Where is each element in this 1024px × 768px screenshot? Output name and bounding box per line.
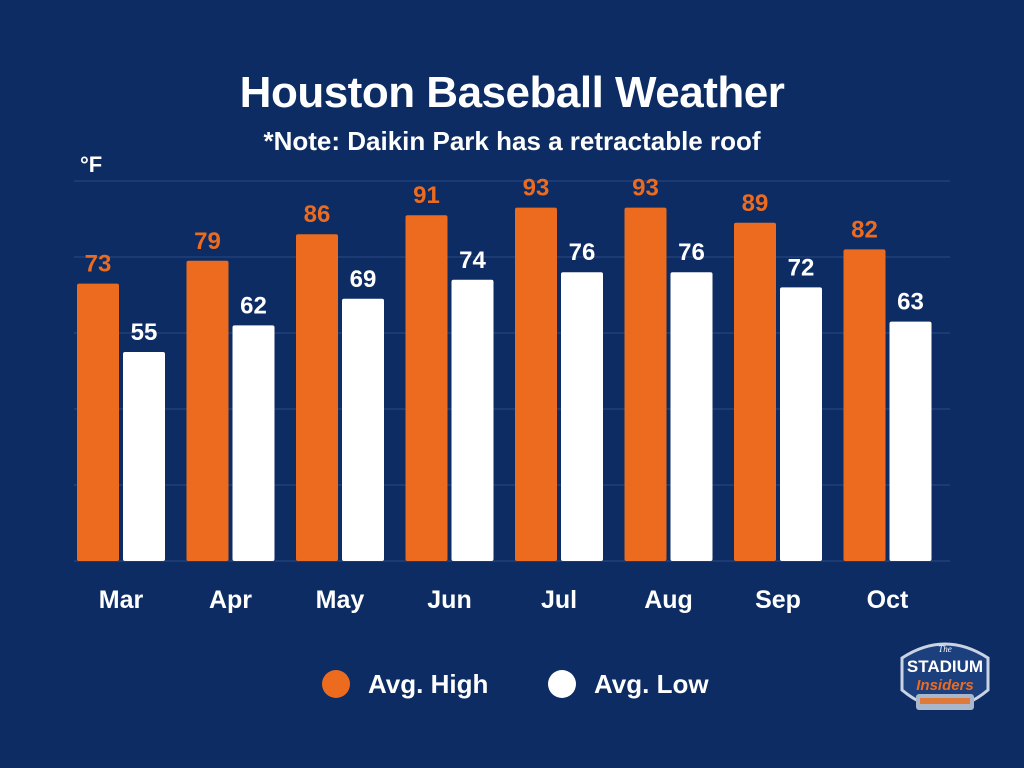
bar-low-jun bbox=[451, 279, 494, 561]
data-label-low-mar: 55 bbox=[131, 319, 158, 346]
data-label-high-may: 86 bbox=[304, 201, 331, 228]
data-label-low-oct: 63 bbox=[897, 289, 924, 316]
bar-high-apr bbox=[186, 260, 229, 561]
data-label-high-mar: 73 bbox=[85, 251, 112, 278]
data-label-high-sep: 89 bbox=[742, 190, 769, 217]
bar-low-sep bbox=[780, 287, 822, 561]
x-tick-label-sep: Sep bbox=[755, 586, 801, 614]
bar-high-jun bbox=[405, 215, 448, 561]
data-label-high-jul: 93 bbox=[523, 175, 550, 202]
legend-item-high: Avg. High bbox=[322, 666, 488, 702]
data-label-low-may: 69 bbox=[350, 266, 377, 293]
logo-text-top: The bbox=[938, 644, 952, 654]
chart-title: Houston Baseball Weather bbox=[239, 68, 785, 117]
stadium-insiders-logo: The STADIUM Insiders bbox=[900, 642, 990, 710]
bar-high-mar bbox=[77, 283, 119, 561]
bar-high-sep bbox=[734, 222, 776, 562]
legend-label-high: Avg. High bbox=[368, 668, 489, 699]
legend-swatch-low bbox=[548, 670, 576, 698]
data-label-high-oct: 82 bbox=[851, 216, 878, 243]
x-tick-label-aug: Aug bbox=[644, 586, 693, 614]
legend-label-low: Avg. Low bbox=[594, 668, 709, 699]
bar-high-jul bbox=[515, 207, 557, 561]
x-tick-label-mar: Mar bbox=[99, 586, 144, 614]
bar-low-oct bbox=[889, 321, 932, 561]
x-tick-label-apr: Apr bbox=[209, 586, 252, 614]
y-axis-unit-label: °F bbox=[80, 152, 103, 177]
x-tick-label-may: May bbox=[316, 586, 365, 614]
bar-high-aug bbox=[624, 207, 667, 561]
legend-swatch-high bbox=[322, 670, 350, 698]
bar-low-aug bbox=[670, 272, 713, 561]
data-label-low-apr: 62 bbox=[240, 292, 267, 319]
data-label-low-jul: 76 bbox=[569, 239, 596, 266]
data-label-low-sep: 72 bbox=[788, 254, 815, 281]
data-label-high-aug: 93 bbox=[632, 175, 659, 202]
x-tick-label-jun: Jun bbox=[427, 586, 471, 614]
logo-text-main: STADIUM bbox=[907, 657, 983, 676]
data-label-low-jun: 74 bbox=[459, 247, 486, 274]
data-label-high-jun: 91 bbox=[413, 182, 440, 209]
x-tick-label-jul: Jul bbox=[541, 586, 577, 614]
x-tick-label-oct: Oct bbox=[867, 586, 909, 614]
logo-text-sub: Insiders bbox=[916, 677, 974, 694]
bar-high-may bbox=[296, 234, 338, 561]
bar-low-apr bbox=[232, 325, 275, 561]
chart-legend: Avg. High Avg. Low bbox=[0, 666, 1024, 702]
bar-low-mar bbox=[123, 352, 165, 561]
bar-high-oct bbox=[843, 249, 886, 561]
data-label-high-apr: 79 bbox=[194, 228, 221, 255]
bar-low-may bbox=[342, 298, 384, 561]
legend-item-low: Avg. Low bbox=[548, 666, 709, 702]
data-label-low-aug: 76 bbox=[678, 239, 705, 266]
bar-low-jul bbox=[561, 272, 603, 561]
chart-subtitle: *Note: Daikin Park has a retractable roo… bbox=[263, 126, 761, 156]
